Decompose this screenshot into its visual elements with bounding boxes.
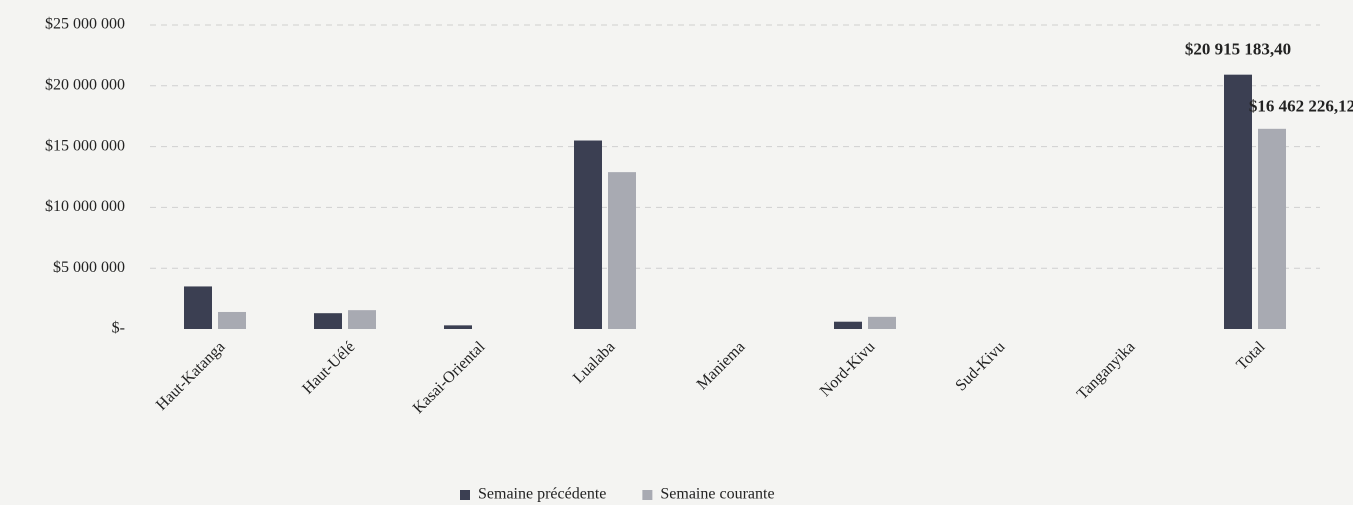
x-tick-label: Lualaba <box>570 338 618 386</box>
bar <box>218 311 246 329</box>
y-tick-label: $5 000 000 <box>53 259 125 276</box>
x-tick-label: Total <box>1233 338 1268 373</box>
x-tick-label: Maniema <box>694 338 749 393</box>
legend-label: Semaine précédente <box>478 486 606 503</box>
data-label: $16 462 226,12 <box>1249 97 1353 116</box>
bar <box>608 172 636 329</box>
bar <box>1258 128 1286 329</box>
bar <box>348 310 376 329</box>
bar <box>444 325 472 329</box>
legend-swatch <box>642 490 653 500</box>
x-tick-label: Haut-Katanga <box>153 338 228 413</box>
bar <box>868 316 896 329</box>
data-label: $20 915 183,40 <box>1185 40 1291 59</box>
bar <box>184 286 212 329</box>
y-tick-label: $25 000 000 <box>45 16 125 33</box>
bar <box>574 140 602 329</box>
legend-label: Semaine courante <box>660 486 774 503</box>
bar <box>1224 74 1252 329</box>
y-tick-label: $20 000 000 <box>45 76 125 93</box>
x-tick-label: Kasai-Oriental <box>410 338 489 417</box>
x-tick-label: Nord-Kivu <box>817 338 879 400</box>
legend-swatch <box>460 490 470 500</box>
bar <box>834 321 862 329</box>
x-tick-label: Haut-Uélé <box>299 338 358 397</box>
y-tick-label: $10 000 000 <box>45 198 125 215</box>
y-tick-label: $- <box>112 320 125 337</box>
y-tick-label: $15 000 000 <box>45 137 125 154</box>
x-tick-label: Tanganyika <box>1074 338 1139 403</box>
bar <box>314 313 342 329</box>
x-tick-label: Sud-Kivu <box>952 338 1008 394</box>
